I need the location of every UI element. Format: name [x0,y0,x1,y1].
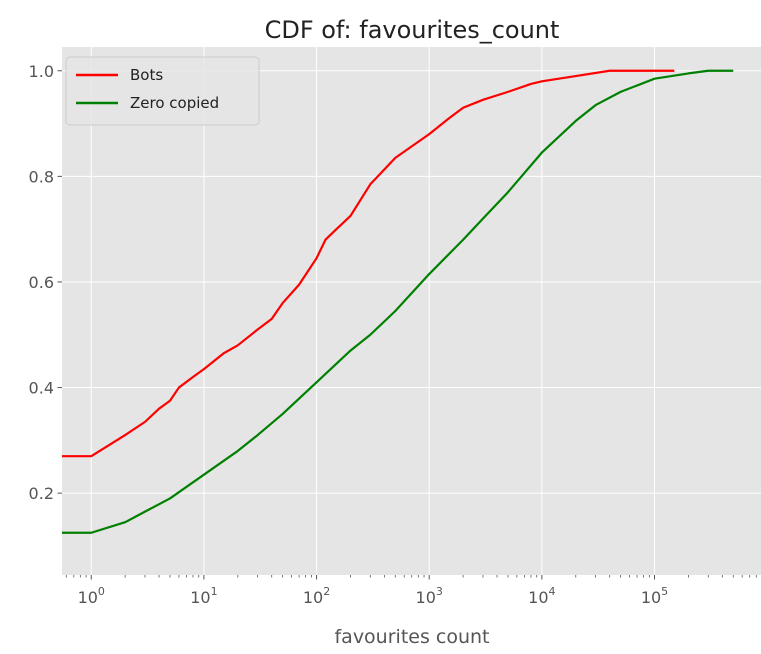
y-tick-label: 0.2 [29,484,54,503]
y-tick-label: 0.8 [29,167,54,186]
y-tick-label: 0.4 [29,379,54,398]
x-tick-label: 102 [303,585,330,607]
x-axis-label: favourites count [334,626,489,648]
x-tick-label: 104 [528,585,555,607]
legend-label-zero-copied: Zero copied [130,94,219,112]
x-minor-ticks [65,575,757,578]
x-tick-label: 105 [641,585,668,607]
y-tick-labels: 0.2 0.4 0.6 0.8 1.0 [29,62,62,503]
x-tick-label: 101 [190,585,217,607]
x-tick-labels: 100 101 102 103 104 105 [78,575,668,607]
series-lines [62,69,734,534]
x-tick-label: 103 [416,585,443,607]
series-line-bots [62,69,675,458]
y-tick-label: 0.6 [29,273,54,292]
series-line-zero-copied [62,69,734,534]
legend-label-bots: Bots [130,66,163,84]
plot-area [62,47,761,575]
y-tick-label: 1.0 [29,62,54,81]
x-tick-label: 100 [78,585,105,607]
legend: Bots Zero copied [65,56,260,126]
chart-title: CDF of: favourites_count [265,16,560,44]
